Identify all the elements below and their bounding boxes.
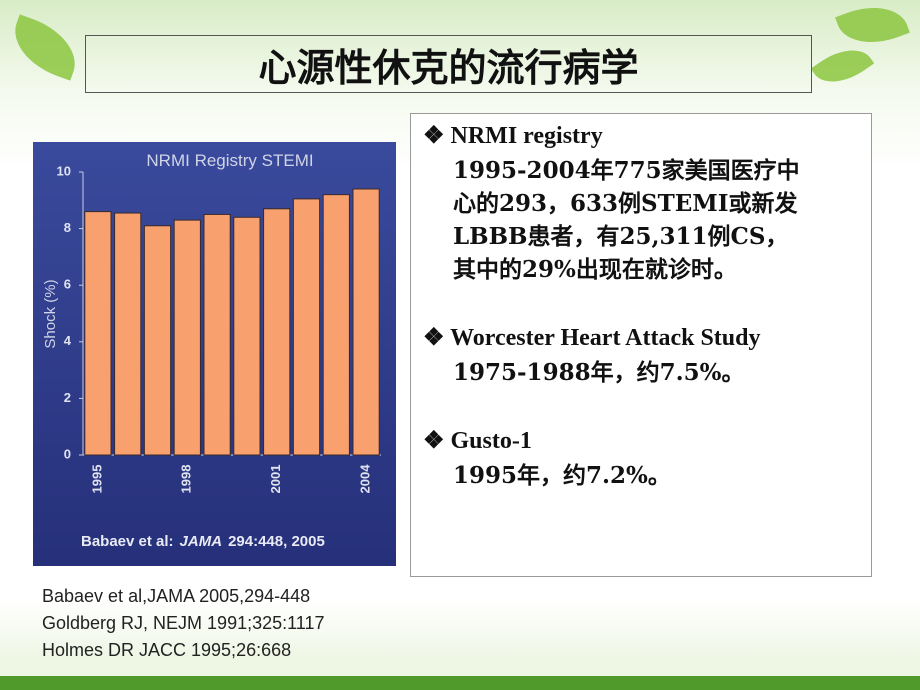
bar [322,194,350,456]
reference: Babaev et al,JAMA 2005,294-448 [42,586,311,606]
bar [263,208,291,456]
chart: NRMI Registry STEMI Shock (%) 0 2 4 6 8 10 1995 1… [33,142,396,566]
bullet-line: 1995-2004年775家美国医疗中 [453,157,800,184]
x-tick-label: 1995 [89,465,104,494]
bar [143,225,172,456]
chart-source: Babaev et al: JAMA 294:448, 2005 [81,533,325,550]
bar [114,212,142,456]
bar [203,213,231,456]
x-tick-label: 1998 [179,465,194,494]
bullet-item: ❖ NRMI registry 1995-2004年775家美国医疗中 心的293，… [423,118,871,286]
bullet-item: ❖ Worcester Heart Attack Study 1975-1988年… [423,320,871,389]
reference: Holmes DR JACC 1995;26:668 [42,640,292,660]
chart-source-part: Babaev et al: [81,533,174,550]
bullet-line: LBBB患者，有25,311例CS， [453,223,789,250]
bullet-line: 其中的29%出现在就诊时。 [453,256,737,283]
leaf-decoration [810,37,875,95]
y-tick-label: 10 [57,163,71,178]
references: Babaev et al,JAMA 2005,294-448 Goldberg R… [42,583,325,664]
chart-title: NRMI Registry STEMI [146,151,313,170]
bullet-heading: ❖ Worcester Heart Attack Study [423,325,761,351]
y-tick-label: 6 [64,277,71,292]
leaf-decoration [835,0,910,55]
x-tick-label: 2001 [268,465,283,494]
bullet-heading: ❖ NRMI registry [423,123,603,149]
bar [352,188,380,456]
y-tick-label: 8 [64,220,71,235]
x-tick-label: 2004 [358,464,373,494]
y-tick-label: 2 [64,390,71,405]
bar [233,216,261,456]
reference: Goldberg RJ, NEJM 1991;325:1117 [42,613,325,633]
bullet-heading: ❖ Gusto-1 [423,428,532,454]
bullet-line: 1975-1988年，约7.5%。 [453,359,745,386]
bar [292,198,321,456]
chart-source-part: 294:448, 2005 [228,533,325,550]
y-axis-label: Shock (%) [42,279,59,348]
bar [84,211,112,456]
bullet-line: 心的293，633例STEMI或新发 [453,190,798,217]
bullet-item: ❖ Gusto-1 1995年，约7.2%。 [423,423,871,492]
text-box: ❖ NRMI registry 1995-2004年775家美国医疗中 心的293，… [410,113,872,577]
bar [173,219,201,456]
bottom-bar [0,676,920,690]
y-tick-label: 4 [64,333,72,348]
y-tick-label: 0 [64,446,71,461]
bullet-line: 1995年，约7.2%。 [453,462,671,489]
chart-source-part: JAMA [180,533,223,550]
slide-title: 心源性休克的流行病学 [85,35,812,93]
leaf-decoration [4,14,86,81]
